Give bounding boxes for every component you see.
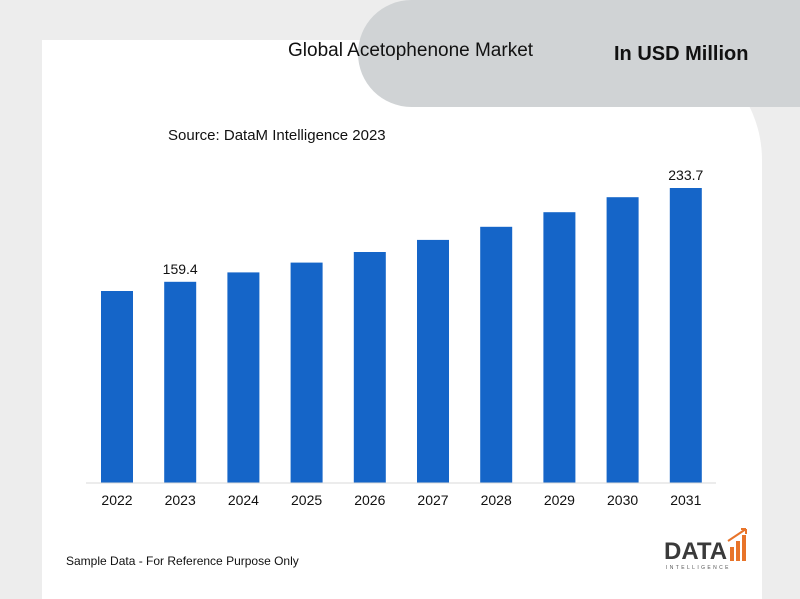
logo-text: DATA bbox=[664, 538, 727, 565]
bar-2026 bbox=[353, 252, 386, 483]
chart-title: Global Acetophenone Market bbox=[288, 40, 534, 61]
bar-chart-arrow-icon bbox=[727, 528, 747, 561]
bar-2029 bbox=[543, 212, 576, 483]
data-label-2023: 159.4 bbox=[163, 261, 198, 277]
data-labels: 159.4 233.7 bbox=[163, 167, 704, 277]
footnote: Sample Data - For Reference Purpose Only bbox=[66, 554, 299, 568]
chart-card bbox=[42, 40, 762, 599]
x-tick-2031: 2031 bbox=[670, 492, 701, 508]
bar-2025 bbox=[290, 262, 323, 483]
bar-2027 bbox=[417, 239, 449, 483]
x-tick-2027: 2027 bbox=[417, 492, 448, 508]
bar-group bbox=[101, 188, 702, 484]
x-tick-2028: 2028 bbox=[481, 492, 512, 508]
x-tick-2022: 2022 bbox=[101, 492, 132, 508]
x-tick-2029: 2029 bbox=[544, 492, 575, 508]
bar-2024 bbox=[227, 272, 260, 483]
bar-2023 bbox=[164, 281, 197, 483]
bar-2031 bbox=[669, 188, 702, 483]
data-label-2031: 233.7 bbox=[668, 167, 703, 183]
header-banner bbox=[358, 0, 800, 107]
x-tick-2024: 2024 bbox=[228, 492, 259, 508]
x-tick-2025: 2025 bbox=[291, 492, 322, 508]
logo-subtext: INTELLIGENCE bbox=[666, 565, 731, 571]
x-tick-2030: 2030 bbox=[607, 492, 638, 508]
x-tick-2023: 2023 bbox=[165, 492, 196, 508]
source-note: Source: DataM Intelligence 2023 bbox=[168, 127, 386, 144]
bar-2028 bbox=[480, 226, 513, 484]
bar-2022 bbox=[101, 291, 133, 483]
datam-logo: DATA INTELLIGENCE bbox=[664, 528, 747, 571]
unit-label: In USD Million bbox=[614, 43, 749, 65]
bar-2030 bbox=[606, 197, 639, 483]
x-tick-labels: 2022 2023 2024 2025 2026 2027 2028 2029 2030 2031 bbox=[101, 492, 701, 508]
x-tick-2026: 2026 bbox=[354, 492, 385, 508]
